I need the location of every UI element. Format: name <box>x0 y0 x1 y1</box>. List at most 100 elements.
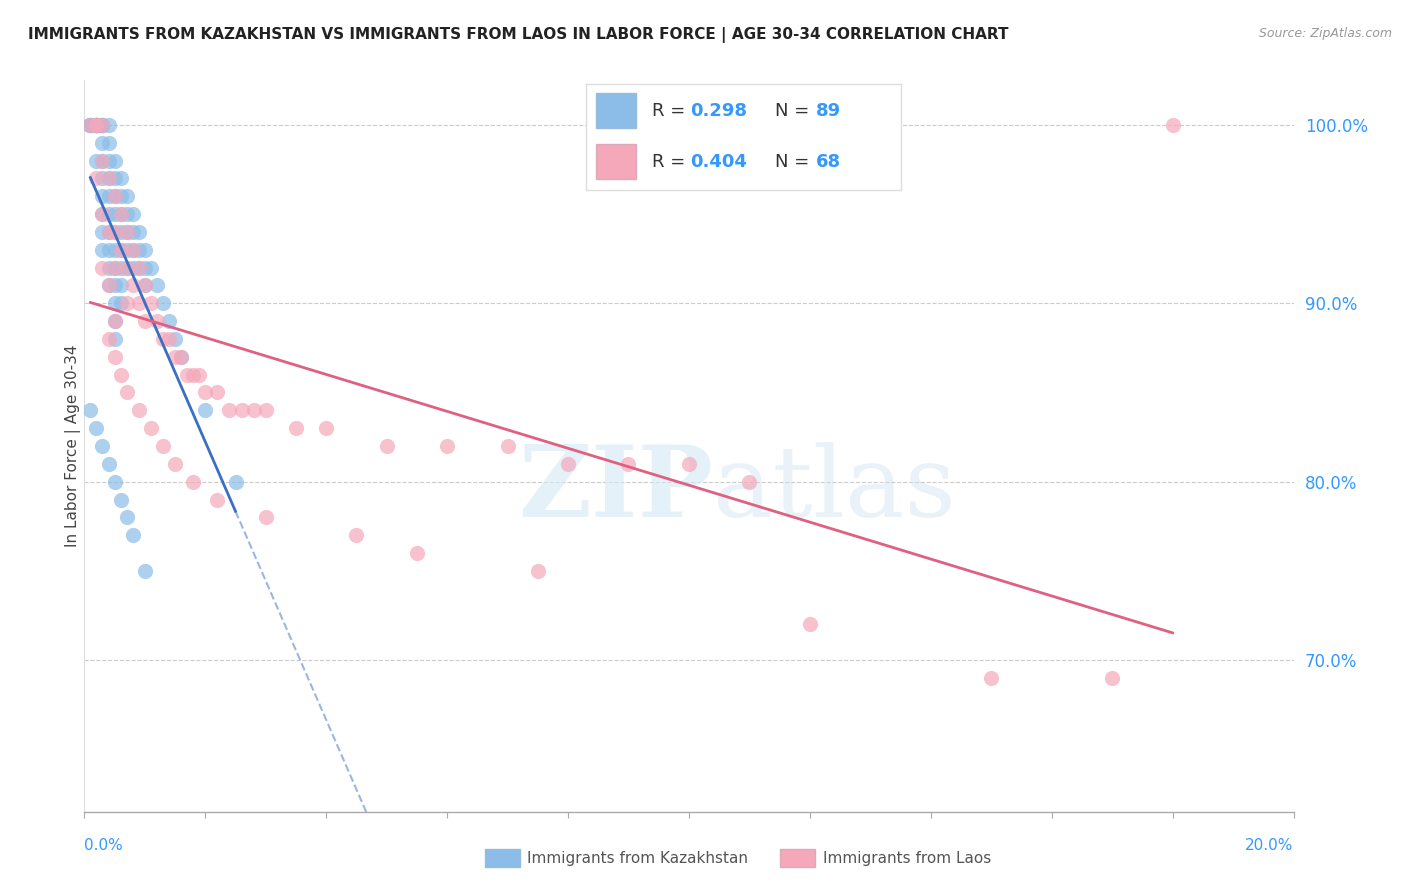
Text: Immigrants from Laos: Immigrants from Laos <box>823 851 991 865</box>
Point <box>315 421 337 435</box>
Point <box>181 475 204 489</box>
Point <box>91 118 114 132</box>
Point <box>121 243 143 257</box>
Point <box>97 171 120 186</box>
Point <box>91 118 114 132</box>
Text: 20.0%: 20.0% <box>1246 838 1294 854</box>
Point <box>97 118 120 132</box>
Point <box>110 278 132 293</box>
Point <box>110 368 132 382</box>
Point <box>128 243 150 257</box>
Point <box>86 421 108 435</box>
Point <box>207 492 229 507</box>
Point <box>152 439 174 453</box>
Point <box>86 118 108 132</box>
Point <box>115 243 138 257</box>
Point <box>165 332 187 346</box>
Point <box>134 564 156 578</box>
Point <box>91 118 114 132</box>
Point <box>97 278 120 293</box>
Point <box>194 385 217 400</box>
Point <box>157 314 180 328</box>
Point <box>97 136 120 150</box>
Point <box>104 314 127 328</box>
Point <box>104 153 127 168</box>
Point <box>97 189 120 203</box>
Point <box>86 118 108 132</box>
Point <box>128 260 150 275</box>
Text: 0.0%: 0.0% <box>84 838 124 854</box>
Text: ZIP: ZIP <box>519 442 713 539</box>
Point <box>115 260 138 275</box>
Point <box>97 153 120 168</box>
Point <box>110 243 132 257</box>
Point <box>188 368 211 382</box>
Point <box>79 118 101 132</box>
Point <box>86 118 108 132</box>
Point <box>79 118 101 132</box>
Point <box>104 225 127 239</box>
Point <box>86 153 108 168</box>
Point <box>91 118 114 132</box>
Point <box>86 171 108 186</box>
Text: IMMIGRANTS FROM KAZAKHSTAN VS IMMIGRANTS FROM LAOS IN LABOR FORCE | AGE 30-34 CO: IMMIGRANTS FROM KAZAKHSTAN VS IMMIGRANTS… <box>28 27 1008 43</box>
Point <box>799 617 821 632</box>
Point <box>110 296 132 310</box>
Point <box>121 243 143 257</box>
Point <box>104 189 127 203</box>
Point <box>617 457 640 471</box>
Point <box>110 260 132 275</box>
Point <box>110 171 132 186</box>
Point <box>110 189 132 203</box>
Point <box>115 189 138 203</box>
Point <box>91 225 114 239</box>
Point <box>97 260 120 275</box>
Point <box>86 118 108 132</box>
Point <box>110 225 132 239</box>
Point <box>146 278 169 293</box>
Point <box>121 528 143 542</box>
Point <box>139 296 162 310</box>
Point <box>104 475 127 489</box>
Point <box>218 403 240 417</box>
Point <box>207 385 229 400</box>
Point <box>165 350 187 364</box>
Point <box>134 278 156 293</box>
Y-axis label: In Labor Force | Age 30-34: In Labor Force | Age 30-34 <box>65 344 82 548</box>
Point <box>91 171 114 186</box>
Point <box>254 403 277 417</box>
Point <box>139 421 162 435</box>
Point <box>436 439 458 453</box>
Point <box>231 403 253 417</box>
Point <box>557 457 579 471</box>
Point <box>121 260 143 275</box>
Point <box>110 492 132 507</box>
Point <box>79 118 101 132</box>
Point <box>1101 671 1123 685</box>
Point <box>91 243 114 257</box>
Point <box>97 171 120 186</box>
Point <box>104 243 127 257</box>
Point <box>152 332 174 346</box>
Point <box>134 260 156 275</box>
Point <box>97 207 120 221</box>
Point <box>242 403 264 417</box>
Point <box>146 314 169 328</box>
Point <box>104 260 127 275</box>
Point <box>496 439 519 453</box>
Point <box>86 118 108 132</box>
Point <box>104 207 127 221</box>
Point <box>91 118 114 132</box>
Point <box>121 207 143 221</box>
Point <box>176 368 198 382</box>
Point <box>128 260 150 275</box>
Point <box>86 118 108 132</box>
Point <box>79 118 101 132</box>
Point <box>91 153 114 168</box>
Point <box>86 118 108 132</box>
Point <box>97 278 120 293</box>
Point <box>527 564 550 578</box>
Point <box>134 278 156 293</box>
Point <box>97 243 120 257</box>
Point <box>86 118 108 132</box>
